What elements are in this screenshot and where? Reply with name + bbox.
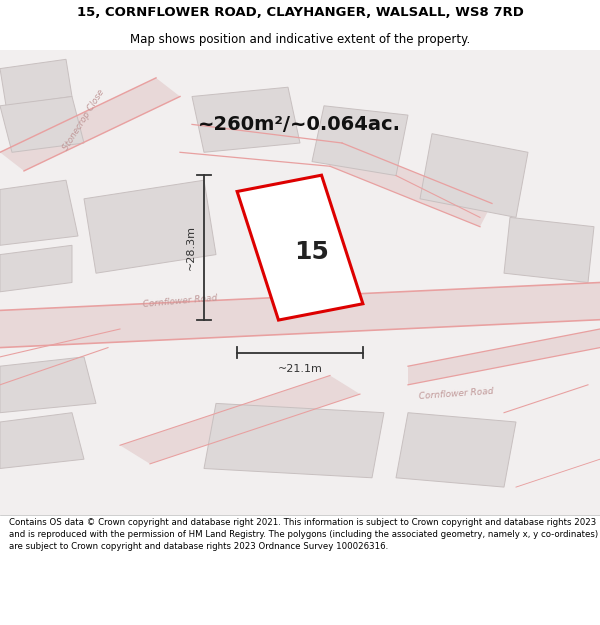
Polygon shape <box>0 245 72 292</box>
Polygon shape <box>396 412 516 487</box>
Text: ~260m²/~0.064ac.: ~260m²/~0.064ac. <box>198 115 401 134</box>
Polygon shape <box>192 88 300 152</box>
Polygon shape <box>408 329 600 385</box>
Polygon shape <box>312 106 408 176</box>
Polygon shape <box>0 96 84 152</box>
Text: 15, CORNFLOWER ROAD, CLAYHANGER, WALSALL, WS8 7RD: 15, CORNFLOWER ROAD, CLAYHANGER, WALSALL… <box>77 6 523 19</box>
Polygon shape <box>0 180 78 245</box>
Polygon shape <box>504 217 594 282</box>
Polygon shape <box>420 134 528 218</box>
Polygon shape <box>204 403 384 478</box>
Text: Map shows position and indicative extent of the property.: Map shows position and indicative extent… <box>130 32 470 46</box>
Text: 15: 15 <box>295 240 329 264</box>
Polygon shape <box>330 143 492 227</box>
Polygon shape <box>0 282 600 348</box>
Polygon shape <box>0 59 72 106</box>
Text: Stonecrop Close: Stonecrop Close <box>62 88 106 152</box>
Polygon shape <box>84 180 216 273</box>
Polygon shape <box>0 357 96 412</box>
Polygon shape <box>237 175 363 320</box>
Polygon shape <box>0 412 84 469</box>
Polygon shape <box>0 78 180 171</box>
Text: ~21.1m: ~21.1m <box>278 364 322 374</box>
Text: ~28.3m: ~28.3m <box>186 225 196 270</box>
Text: Cornflower Road: Cornflower Road <box>418 387 494 401</box>
Polygon shape <box>120 376 360 464</box>
Text: Contains OS data © Crown copyright and database right 2021. This information is : Contains OS data © Crown copyright and d… <box>9 518 598 551</box>
Text: Cornflower Road: Cornflower Road <box>142 293 218 309</box>
